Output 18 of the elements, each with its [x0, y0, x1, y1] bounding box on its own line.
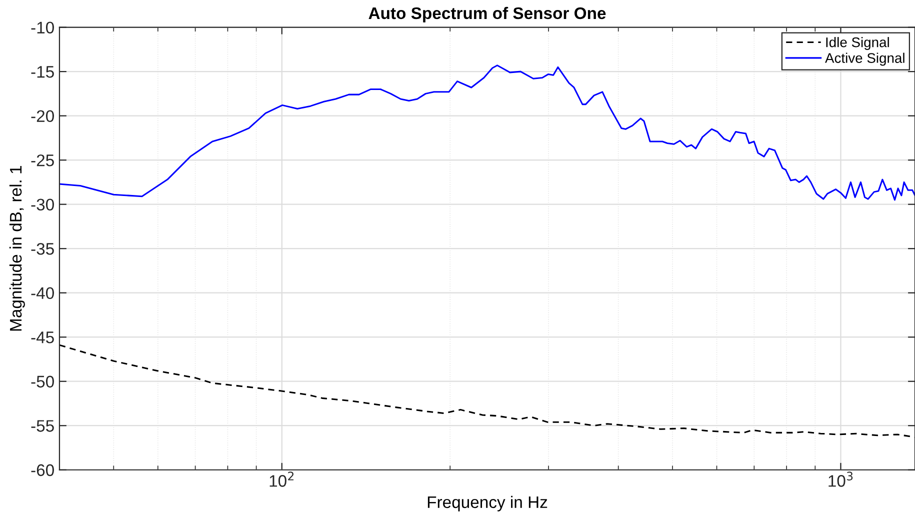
- y-tick-label: -30: [31, 198, 54, 211]
- y-tick-label: -15: [31, 66, 54, 78]
- y-axis-title: Magnitude in dB, rel. 1: [9, 166, 25, 331]
- y-tick-label: -50: [31, 376, 54, 388]
- x-tick-label: 10$^{2}$: [270, 472, 294, 487]
- y-tick-label: -45: [31, 332, 54, 344]
- y-tick-label: -40: [31, 287, 54, 300]
- y-tick-label: -60: [31, 464, 54, 476]
- x-axis-title: Frequency in Hz: [428, 496, 548, 512]
- y-tick-label: -35: [31, 242, 54, 255]
- legend-label: Idle Signal: [826, 37, 889, 50]
- y-tick-label: -20: [31, 110, 54, 122]
- y-tick-label: -10: [31, 22, 54, 34]
- x-tick-label: 10$^{3}$: [828, 472, 853, 487]
- chart-title: Auto Spectrum of Sensor One: [368, 6, 606, 22]
- y-tick-label: -25: [31, 154, 54, 166]
- legend-label: Active Signal: [825, 52, 904, 66]
- y-tick-label: -55: [31, 420, 54, 432]
